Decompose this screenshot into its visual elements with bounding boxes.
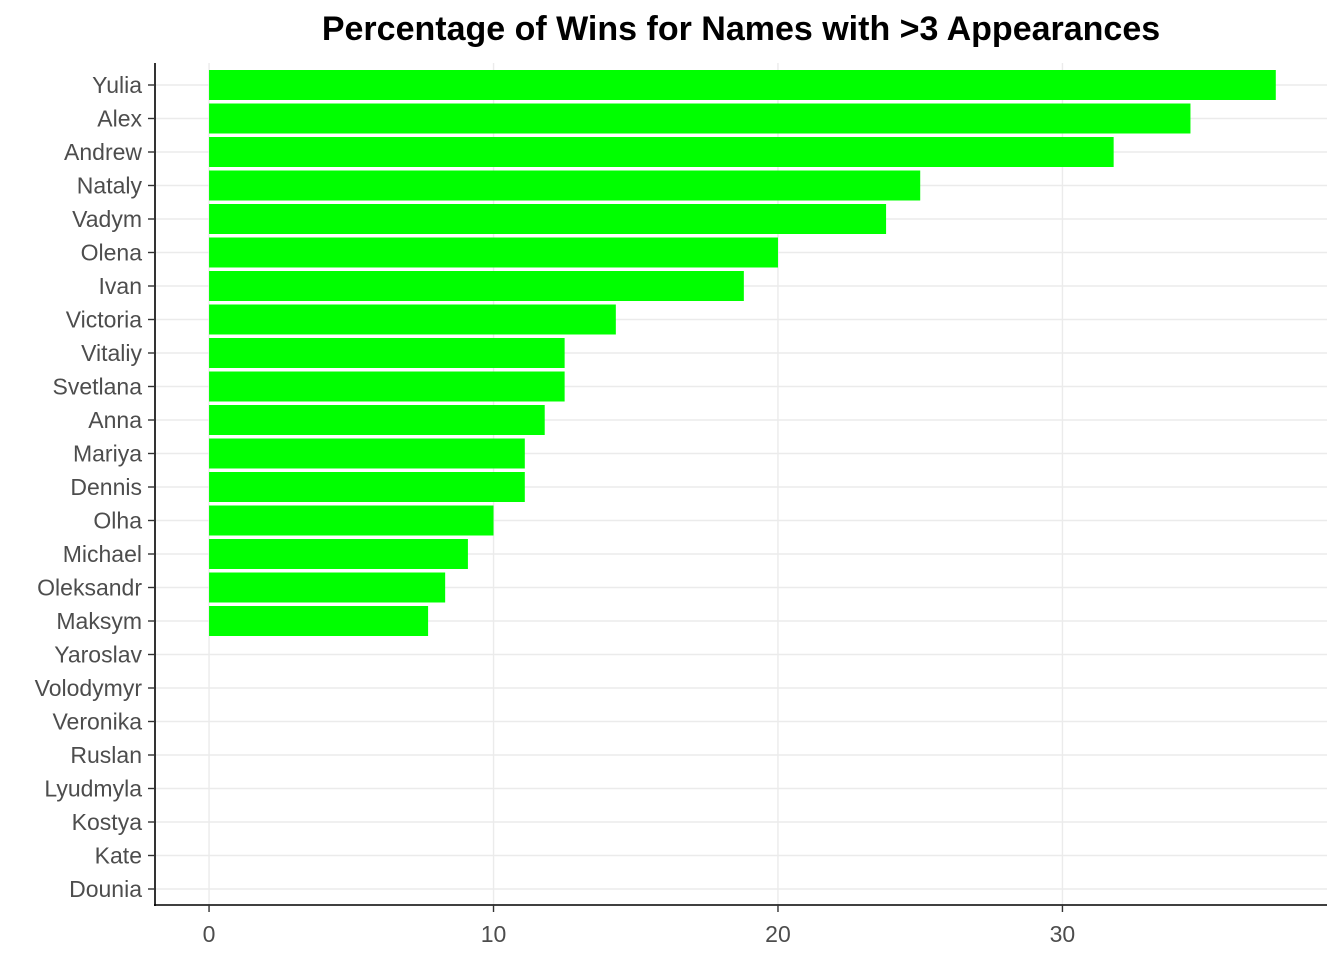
y-tick-label: Lyudmyla [44,776,142,802]
y-tick-label: Veronika [52,709,142,735]
y-tick-label: Anna [88,407,142,433]
x-tick-label: 30 [1050,921,1076,947]
y-tick-label: Olha [93,508,142,534]
y-tick-label: Nataly [77,173,143,199]
bar [209,338,565,368]
x-tick-label: 10 [481,921,507,947]
bar [209,505,494,536]
y-tick-label: Andrew [64,139,142,165]
bar [209,405,545,435]
y-tick-label: Ruslan [70,742,142,768]
chart-title: Percentage of Wins for Names with >3 App… [321,10,1161,48]
y-tick-label: Svetlana [52,374,142,400]
bar [209,70,1276,100]
y-tick-label: Maksym [56,608,142,634]
bar [209,204,887,234]
y-tick-label: Vitaliy [81,340,142,366]
y-tick-label: Dounia [69,876,142,902]
y-tick-label: Alex [97,106,142,132]
y-tick-label: Volodymyr [35,675,143,701]
bar [209,539,468,569]
bar [209,371,565,402]
bar [209,304,616,335]
bar [209,237,778,268]
x-tick-label: 20 [765,921,791,947]
y-tick-label: Michael [63,541,142,567]
bar [209,472,525,502]
y-tick-label: Oleksandr [37,575,142,601]
bar [209,271,744,301]
y-tick-label: Kate [95,843,142,869]
bar [209,170,921,201]
y-tick-label: Kostya [72,809,143,835]
y-tick-label: Victoria [66,307,142,333]
y-tick-label: Dennis [70,474,142,500]
y-tick-label: Yulia [92,72,142,98]
y-tick-label: Mariya [73,441,142,467]
y-tick-label: Vadym [72,206,142,232]
y-tick-label: Yaroslav [54,642,142,668]
y-tick-label: Ivan [99,273,142,299]
bar [209,572,446,603]
bar [209,606,429,636]
bar [209,137,1114,167]
bar [209,103,1191,134]
y-tick-label: Olena [81,240,143,266]
x-tick-label: 0 [203,921,216,947]
bar [209,438,525,469]
